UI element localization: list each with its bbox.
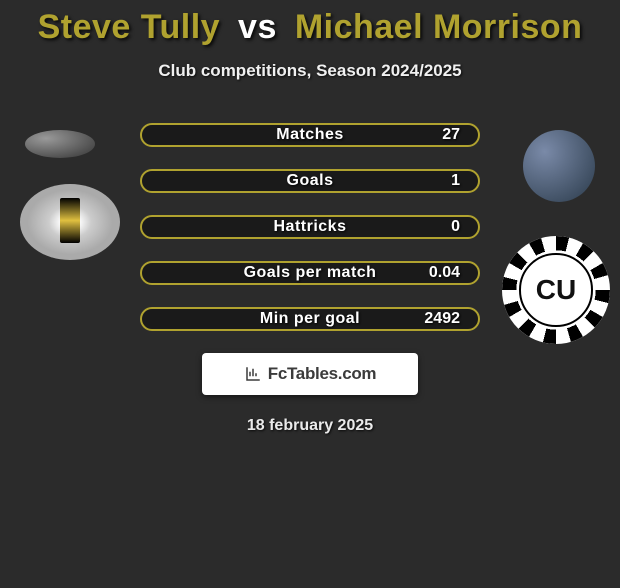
stat-label: Matches	[142, 125, 478, 145]
stat-row: Min per goal2492	[0, 307, 620, 331]
badge-text: FcTables.com	[268, 364, 377, 384]
stat-row: Hattricks0	[0, 215, 620, 239]
stat-label: Goals	[142, 171, 478, 191]
stat-row: Goals per match0.04	[0, 261, 620, 285]
vs-text: vs	[238, 8, 277, 46]
date-text: 18 february 2025	[0, 417, 620, 435]
player2-name: Michael Morrison	[295, 8, 583, 46]
stat-label: Hattricks	[142, 217, 478, 237]
stat-value-right: 0	[451, 218, 460, 236]
stat-label: Goals per match	[142, 263, 478, 283]
stat-value-right: 0.04	[429, 264, 460, 282]
chart-icon	[244, 365, 262, 383]
club-right-text: CU	[536, 274, 576, 306]
stat-bar: Hattricks	[140, 215, 480, 239]
comparison-title: Steve Tully vs Michael Morrison	[0, 8, 620, 47]
subtitle: Club competitions, Season 2024/2025	[0, 61, 620, 81]
stat-bar: Goals	[140, 169, 480, 193]
stat-bar: Matches	[140, 123, 480, 147]
stat-value-right: 1	[451, 172, 460, 190]
fctables-badge[interactable]: FcTables.com	[202, 353, 418, 395]
stat-value-right: 27	[442, 126, 460, 144]
player1-name: Steve Tully	[38, 8, 221, 46]
stat-value-right: 2492	[424, 310, 460, 328]
stat-row: Goals1	[0, 169, 620, 193]
stat-row: Matches27	[0, 123, 620, 147]
